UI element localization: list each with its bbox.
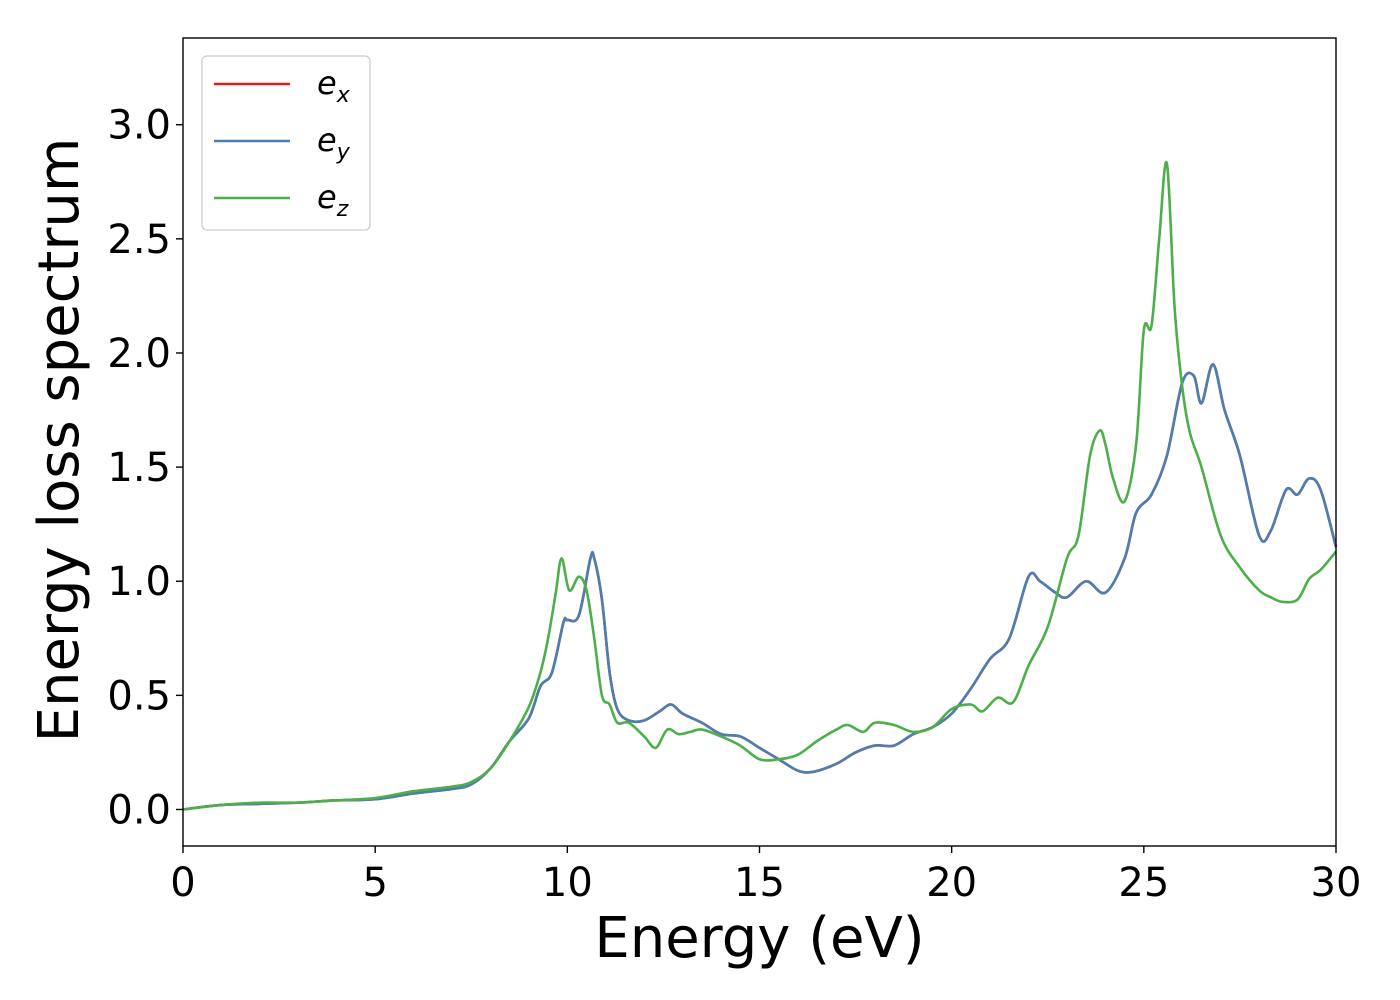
y-tick-label: 0.5 [107,673,171,719]
y-tick-label: 2.5 [107,217,171,263]
series-line-ex [182,363,1338,811]
legend-label-ey-base: e [317,121,337,159]
x-tick-label: 25 [1118,860,1169,906]
x-tick-label: 20 [926,860,977,906]
legend: ex ey ez [201,55,371,231]
x-axis-title: Energy (eV) [594,906,924,971]
series-layer [182,160,1338,811]
series-line-ez [182,160,1337,811]
ticks-layer: 0 5 10 15 20 25 30 0.0 0.5 1.0 1.5 2.0 2.5 3.0 [107,103,1361,906]
y-tick-label: 3.0 [107,103,171,149]
x-tick-label: 10 [542,860,593,906]
x-tick-label: 15 [734,860,785,906]
y-tick-label: 2.0 [107,331,171,377]
series-line-ey [182,363,1338,811]
y-tick-label: 1.5 [107,445,171,491]
legend-label-ex-base: e [317,64,337,102]
x-tick-label: 5 [362,860,387,906]
legend-box [201,55,371,231]
y-tick-label: 1.0 [107,559,171,605]
legend-label-ey-sub: y [336,140,351,165]
legend-label-ey: ey [317,121,351,165]
legend-label-ez-base: e [317,178,337,216]
x-tick-label: 0 [170,860,195,906]
legend-label-ez-sub: z [336,197,349,222]
x-tick-label: 30 [1311,860,1362,906]
legend-label-ex-sub: x [336,83,351,108]
legend-label-ex: ex [317,64,351,108]
y-axis-title: Energy loss spectrum [27,138,92,743]
y-tick-label: 0.0 [107,787,171,833]
legend-label-ez: ez [317,178,349,222]
